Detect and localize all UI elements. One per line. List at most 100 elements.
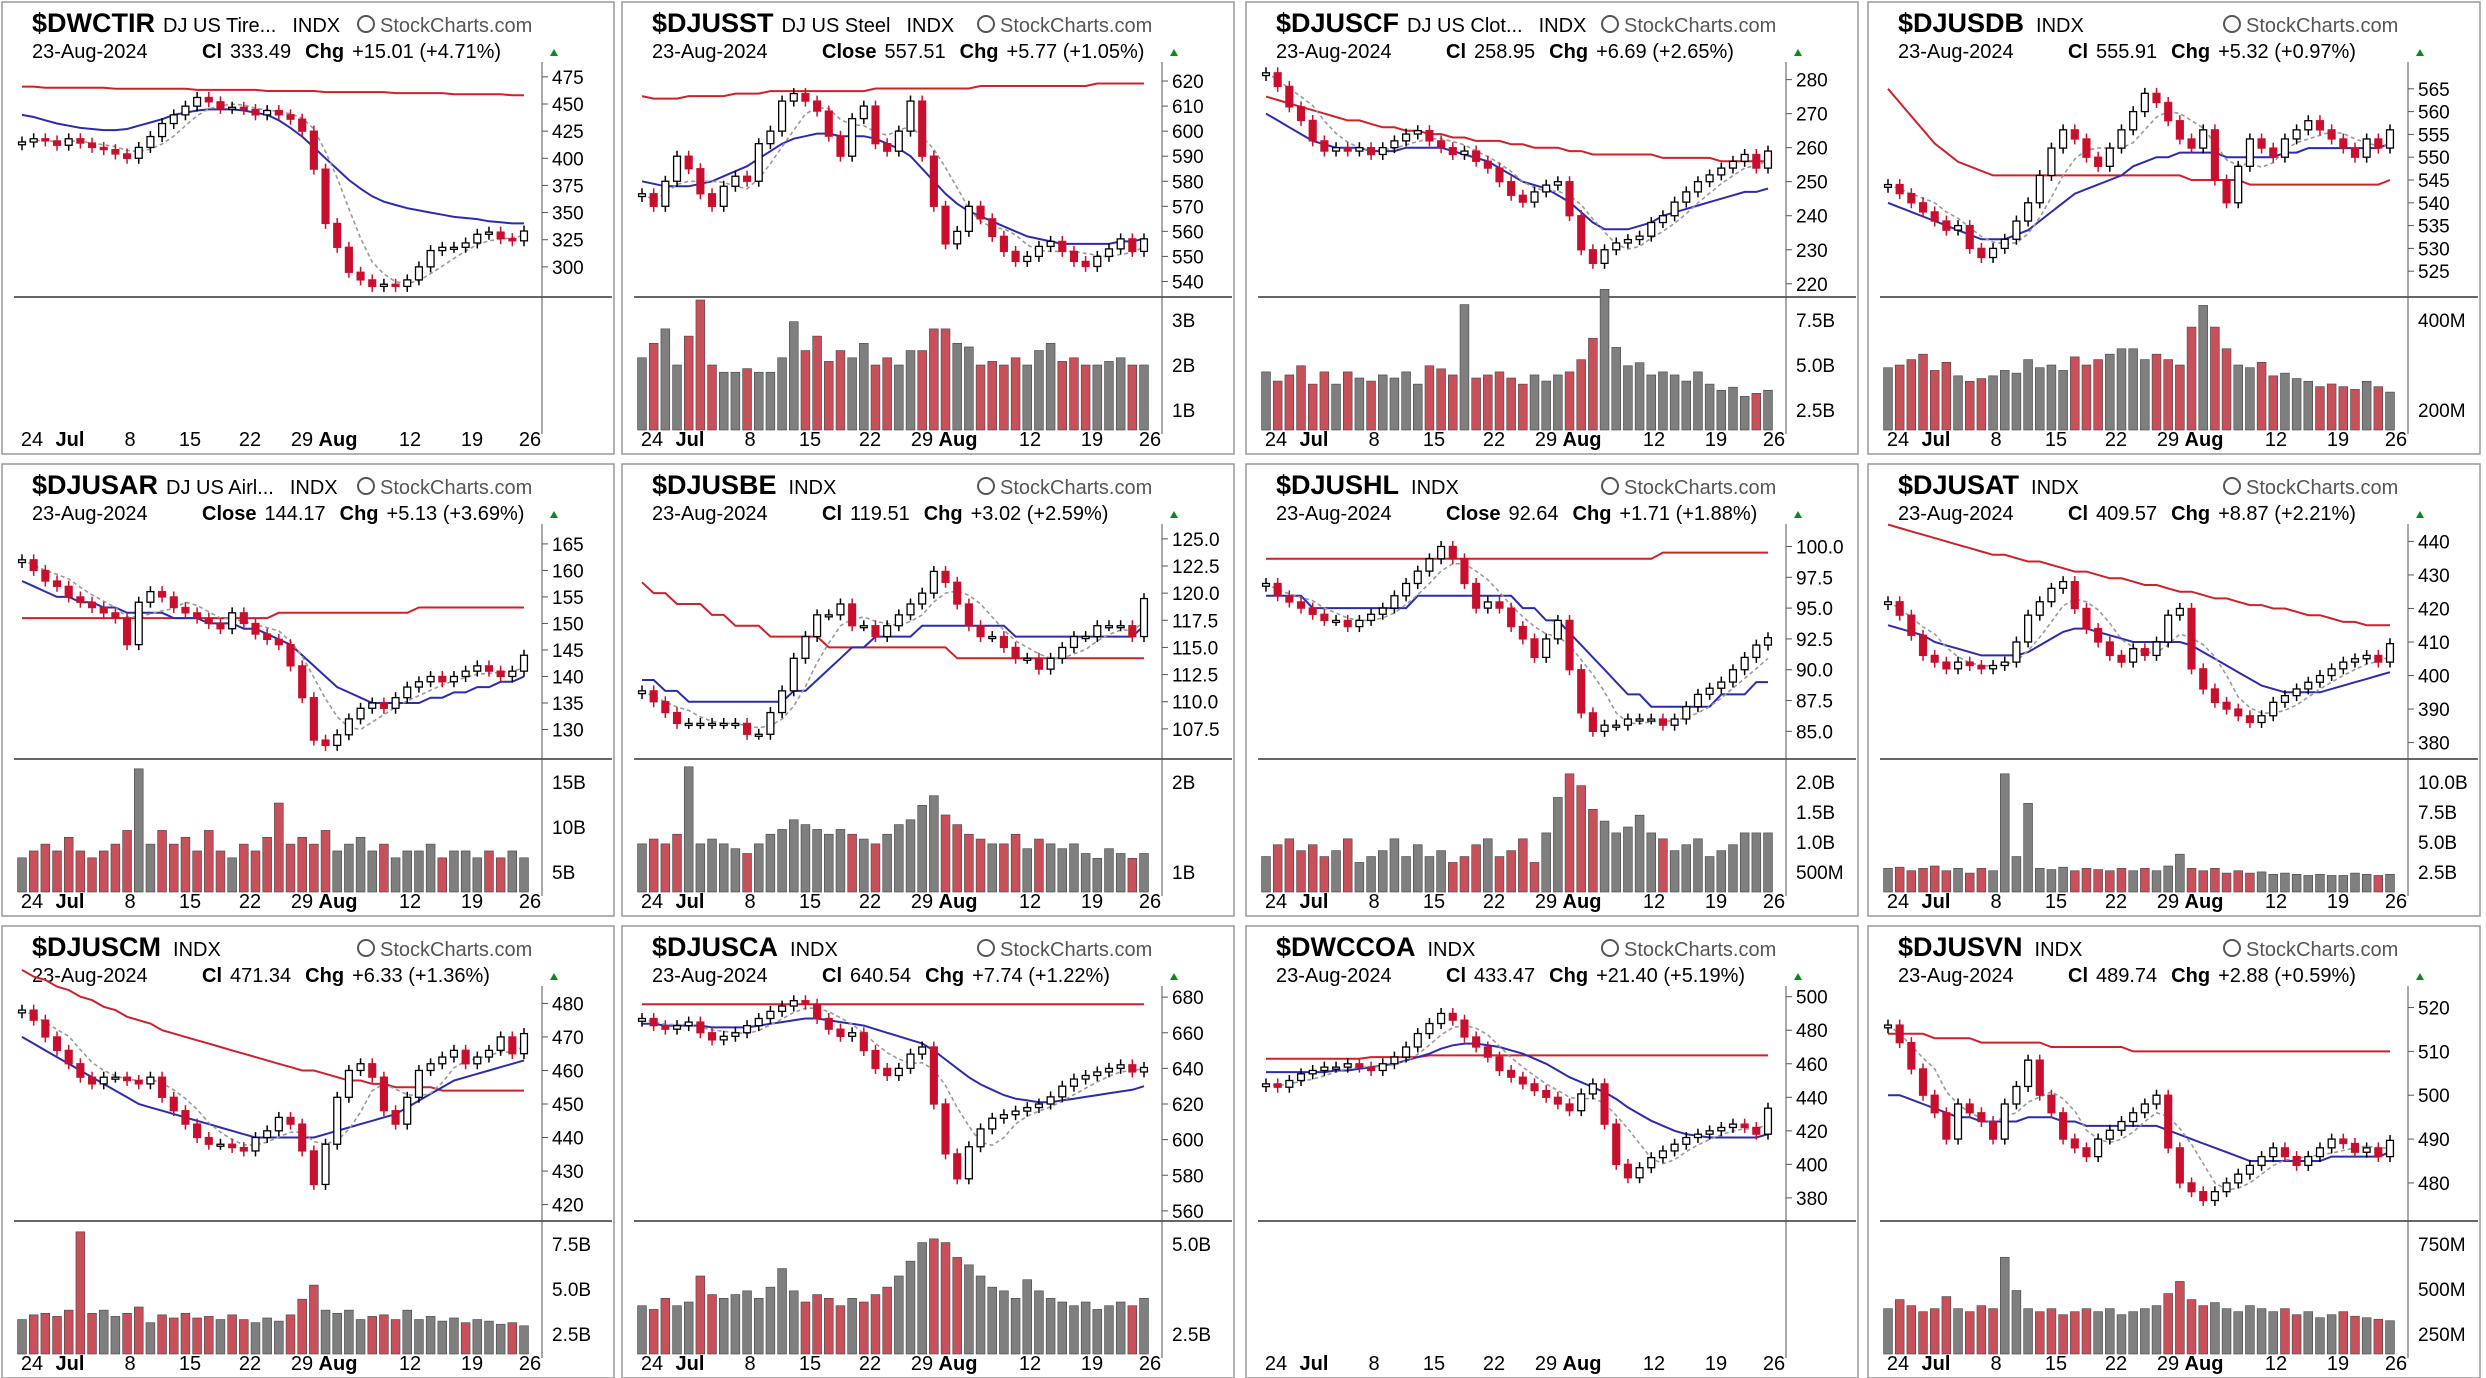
- volume-bar: [2326, 875, 2337, 893]
- volume-bar: [1010, 357, 1021, 431]
- volume-bar: [2210, 868, 2220, 893]
- candle-body: [1752, 153, 1761, 169]
- volume-bar: [17, 857, 27, 893]
- candle-body: [894, 130, 903, 152]
- price-tick-label: 600: [1172, 122, 1204, 143]
- candle-body: [368, 702, 377, 709]
- volume-bar: [999, 364, 1009, 431]
- candle-body: [1285, 595, 1294, 603]
- volume-bar: [2326, 1314, 2337, 1355]
- volume-bar: [1646, 374, 1656, 431]
- price-tick-label: 400: [2418, 667, 2450, 688]
- volume-bar: [2186, 868, 2197, 893]
- x-tick-label: 12: [1643, 1353, 1665, 1375]
- volume-bar: [1623, 826, 1633, 893]
- volume-bar: [894, 364, 904, 431]
- volume-bar: [2011, 856, 2022, 893]
- chart-panel[interactable]: $DJUSDB INDX StockCharts.com 23-Aug-2024 Cl 5…: [1867, 1, 2481, 455]
- volume-bar: [917, 1242, 927, 1355]
- candle-body: [1366, 613, 1376, 622]
- candle-body: [1612, 1123, 1621, 1166]
- volume-bar: [2385, 1320, 2395, 1355]
- price-tick-label: 250: [1796, 173, 1828, 194]
- up-arrow-icon: [2416, 49, 2424, 56]
- x-tick-label: 29: [291, 1353, 313, 1375]
- volume-bar: [2000, 1256, 2010, 1355]
- volume-tick-label: 750M: [2418, 1235, 2466, 1256]
- exchange-label: INDX: [790, 939, 838, 961]
- volume-bar: [2128, 870, 2138, 893]
- volume-bar: [929, 328, 939, 431]
- candle-body: [1658, 718, 1668, 726]
- chart-panel[interactable]: $DJUSHL INDX StockCharts.com 23-Aug-2024 Clo…: [1245, 463, 1859, 917]
- ma-slow-line: [22, 606, 524, 620]
- candle-body: [2362, 138, 2371, 158]
- candle-body: [883, 143, 892, 152]
- candle-body: [731, 175, 740, 187]
- volume-bar: [1941, 1296, 1952, 1355]
- exchange-label: INDX: [1428, 939, 1476, 961]
- volume-bar: [390, 1319, 401, 1355]
- candle-body: [1448, 1012, 1457, 1021]
- volume-bar: [789, 1290, 799, 1355]
- candle-body: [298, 665, 307, 699]
- price-tick-label: 85.0: [1796, 722, 1833, 743]
- volume-bar: [917, 805, 927, 893]
- volume-bar: [1728, 386, 1738, 431]
- candle-body: [953, 1153, 962, 1180]
- up-arrow-icon: [550, 49, 558, 56]
- volume-bar: [1127, 364, 1138, 431]
- candle-body: [1069, 250, 1079, 263]
- price-tick-label: 430: [552, 1162, 584, 1183]
- close-value: 557.51: [884, 41, 945, 63]
- volume-bar: [460, 1322, 471, 1355]
- volume-bar: [999, 1290, 1009, 1355]
- candle-body: [309, 1150, 318, 1186]
- chart-panel[interactable]: $DWCCOA INDX StockCharts.com 23-Aug-2024 Cl 4…: [1245, 925, 1859, 1378]
- candle-body: [696, 722, 705, 727]
- panel-border: [621, 463, 1235, 917]
- candle-body: [2164, 614, 2173, 643]
- candle-body: [988, 218, 997, 238]
- chart-panel[interactable]: $DJUSCM INDX StockCharts.com 23-Aug-2024 Cl 4…: [1, 925, 615, 1378]
- candle-body: [111, 1076, 120, 1080]
- candle-body: [484, 1049, 494, 1058]
- candle-body: [134, 601, 143, 646]
- candle-body: [1518, 1076, 1527, 1085]
- volume-bar: [2373, 386, 2384, 431]
- volume-bar: [1906, 870, 1917, 893]
- volume-bar: [297, 1298, 307, 1355]
- volume-bar: [2093, 869, 2103, 893]
- candle-body: [158, 590, 167, 598]
- chart-panel[interactable]: $DJUSAR DJ US Airl... INDX StockCharts.com 2…: [1, 463, 615, 917]
- candle-body: [1483, 601, 1492, 609]
- volume-tick-label: 500M: [1796, 863, 1844, 884]
- chart-panel[interactable]: $DJUSST DJ US Steel INDX StockCharts.com 23-…: [621, 1, 1235, 455]
- volume-bar: [648, 1309, 659, 1355]
- candle-body: [1011, 1110, 1020, 1116]
- chart-panel[interactable]: $DJUSVN INDX StockCharts.com 23-Aug-2024 Cl 4…: [1867, 925, 2481, 1378]
- candle-body: [2152, 641, 2161, 657]
- volume-bar: [812, 829, 822, 893]
- candle-body: [1046, 657, 1055, 670]
- candle-body: [1437, 140, 1446, 149]
- chart-panel[interactable]: $DJUSCA INDX StockCharts.com 23-Aug-2024 Cl 6…: [621, 925, 1235, 1378]
- x-tick-label: Jul: [1300, 891, 1329, 913]
- price-tick-label: 350: [552, 204, 584, 225]
- volume-bar: [2245, 1305, 2255, 1355]
- chart-panel[interactable]: $DJUSCF DJ US Clot... INDX StockCharts.com 2…: [1245, 1, 1859, 455]
- volume-bar: [192, 1317, 202, 1355]
- volume-bar: [1976, 378, 1987, 431]
- chart-panel[interactable]: $DJUSAT INDX StockCharts.com 23-Aug-2024 Cl 4…: [1867, 463, 2481, 917]
- volume-bar: [1906, 359, 1917, 431]
- chart-panel[interactable]: $DJUSBE INDX StockCharts.com 23-Aug-2024 Cl 1…: [621, 463, 1235, 917]
- candle-body: [2152, 92, 2161, 104]
- candle-body: [122, 617, 132, 646]
- candle-body: [204, 617, 213, 625]
- chart-panel[interactable]: $DWCTIR DJ US Tire... INDX StockCharts.com 2…: [1, 1, 615, 455]
- stockcharts-watermark: StockCharts.com: [977, 477, 1152, 499]
- x-tick-label: 8: [124, 891, 135, 913]
- candle-body: [2000, 661, 2009, 667]
- price-tick-label: 480: [552, 994, 584, 1015]
- candle-body: [1261, 582, 1271, 587]
